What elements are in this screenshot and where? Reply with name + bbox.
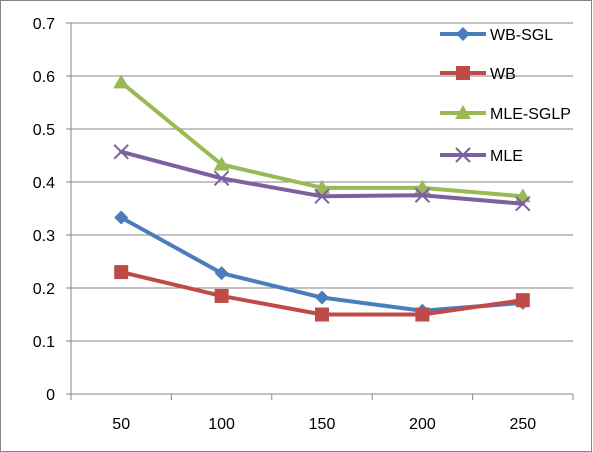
data-point [213,156,230,171]
data-point [214,288,229,303]
data-point [213,170,230,186]
x-tick-label: 200 [409,416,436,433]
x-tick-label: 100 [208,416,235,433]
x-tick-label: 150 [309,416,336,433]
legend-label: MLE-SGLP [490,106,571,123]
y-tick-label: 0.6 [33,69,55,86]
legend-entry-1: WB [440,66,516,83]
data-point [515,293,530,308]
y-tick-label: 0.3 [33,228,55,245]
data-point [314,188,330,205]
y-tick-label: 0.4 [33,175,55,192]
data-point [414,187,431,203]
data-point [114,210,129,225]
data-point [113,74,130,89]
data-point [315,307,329,322]
data-point [314,179,330,194]
legend-marker [455,147,471,163]
y-axis-ticks: 0 0.1 0.2 0.3 0.4 0.5 0.6 0.7 [33,16,55,404]
data-point [415,307,430,322]
y-tick-label: 0.2 [33,281,55,298]
legend-label: WB-SGL [490,27,553,44]
x-axis-ticks: 50 100 150 200 250 [112,416,536,433]
y-tick-label: 0.7 [33,16,55,33]
legend-label: WB [490,66,516,83]
y-tick-label: 0.1 [33,334,55,351]
legend-entry-0: WB-SGL [440,27,553,44]
axes [66,22,574,400]
legend-label: MLE [490,148,523,165]
legend-marker [456,27,470,41]
data-point [315,290,329,305]
data-point [114,265,129,280]
grid-lines [71,22,573,342]
legend-marker [455,105,471,119]
data-point [214,266,229,281]
x-tick-label: 50 [112,416,130,433]
series-group [113,74,531,322]
data-point [113,144,129,160]
data-point [515,196,531,212]
legend-entry-3: MLE [440,147,523,165]
legend-marker [456,66,470,80]
legend: WB-SGL WB MLE-SGLP MLE [440,27,571,165]
series-1 [114,265,530,322]
x-tick-label: 250 [509,416,536,433]
y-tick-label: 0.5 [33,122,55,139]
y-tick-label: 0 [46,387,55,404]
legend-entry-2: MLE-SGLP [440,105,571,123]
series-3 [113,144,531,212]
